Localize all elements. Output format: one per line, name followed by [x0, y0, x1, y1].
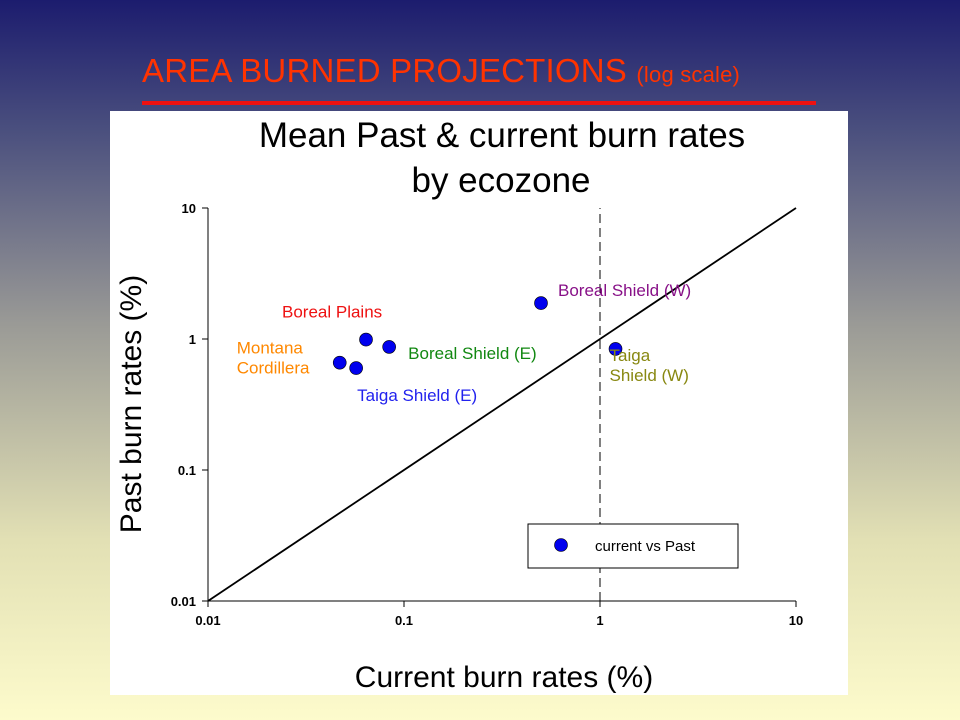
- data-point: [349, 361, 363, 375]
- point-label: Taiga: [610, 346, 651, 365]
- y-axis-ticks: 0.01 0.1 1 10: [171, 201, 208, 609]
- y-tick-label: 0.1: [178, 463, 196, 478]
- title-underline: [142, 101, 816, 105]
- x-tick-label: 10: [789, 613, 803, 628]
- chart-title-line1: Mean Past & current burn rates: [259, 116, 745, 155]
- slide-title: AREA BURNED PROJECTIONS (log scale): [142, 52, 740, 90]
- point-label: Boreal Plains: [282, 303, 382, 322]
- identity-reference-line: [207, 207, 797, 602]
- x-tick-label: 1: [596, 613, 603, 628]
- x-tick-label: 0.1: [395, 613, 413, 628]
- scatter-chart: Mean Past & current burn rates by ecozon…: [115, 116, 803, 694]
- legend: current vs Past: [527, 523, 739, 569]
- x-tick-label: 0.01: [195, 613, 220, 628]
- data-points: [332, 296, 623, 375]
- y-tick-label: 0.01: [171, 594, 196, 609]
- data-point: [332, 355, 347, 370]
- point-label: Montana: [237, 339, 304, 358]
- data-point: [534, 296, 548, 310]
- point-label: Shield (W): [610, 366, 689, 385]
- point-label: Boreal Shield (W): [558, 281, 691, 300]
- y-tick-label: 10: [182, 201, 196, 216]
- legend-marker: [554, 538, 568, 552]
- data-point: [608, 342, 623, 356]
- point-label: Taiga Shield (E): [357, 386, 477, 405]
- y-axis-title: Past burn rates (%): [115, 275, 148, 533]
- x-axis-ticks: 0.01 0.1 1 10: [195, 601, 803, 628]
- y-tick-label: 1: [189, 332, 196, 347]
- data-point: [382, 340, 396, 354]
- x-axis-title: Current burn rates (%): [355, 661, 653, 694]
- point-label: Boreal Shield (E): [408, 344, 537, 363]
- point-label: Cordillera: [237, 359, 310, 378]
- slide-title-main: AREA BURNED PROJECTIONS: [142, 52, 628, 89]
- chart-title-line2: by ecozone: [411, 161, 590, 200]
- legend-label: current vs Past: [595, 538, 696, 555]
- slide-title-subtitle: (log scale): [636, 62, 741, 87]
- chart-panel: Mean Past & current burn rates by ecozon…: [110, 111, 848, 695]
- data-point: [359, 332, 373, 347]
